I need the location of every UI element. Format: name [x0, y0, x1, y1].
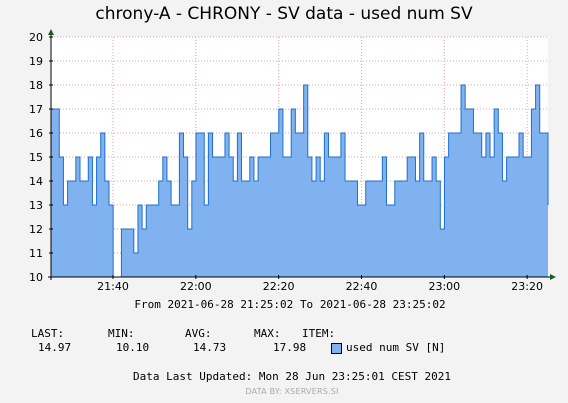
- chart-svg: 10 11 12 13 14 15 16 17 18 19 20 21:40 22:00 22:20 22…: [29, 29, 556, 293]
- last-label: LAST:: [31, 327, 65, 340]
- x-tick-label-4: 23:00: [428, 280, 460, 293]
- y-tick-label-18: 18: [29, 79, 43, 92]
- min-value: 10.10: [116, 341, 150, 354]
- x-tick-label-0: 21:40: [97, 280, 129, 293]
- last-value: 14.97: [38, 341, 72, 354]
- x-tick-labels: 21:40 22:00 22:20 22:40 23:00 23:20: [97, 280, 543, 293]
- min-label: MIN:: [108, 327, 135, 340]
- x-axis-arrow: [550, 274, 556, 280]
- item-label: ITEM:: [302, 327, 336, 340]
- updated-value: Mon 28 Jun 23:25:01 CEST 2021: [258, 370, 451, 383]
- time-range-from: 2021-06-28 21:25:02: [167, 298, 294, 311]
- avg-label: AVG:: [185, 327, 212, 340]
- legend-item-label: used num SV [N]: [346, 341, 446, 354]
- x-tick-label-3: 22:40: [346, 280, 378, 293]
- legend-swatch: [331, 343, 342, 354]
- axes: [48, 29, 556, 280]
- time-range-to: 2021-06-28 23:25:02: [319, 298, 446, 311]
- x-tick-label-2: 22:20: [263, 280, 295, 293]
- y-tick-label-10: 10: [29, 271, 43, 284]
- time-range: From 2021-06-28 21:25:02 To 2021-06-28 2…: [0, 298, 568, 311]
- updated-label: Data Last Updated:: [133, 370, 253, 383]
- y-axis-arrow: [48, 29, 54, 35]
- y-tick-label-12: 12: [29, 223, 43, 236]
- time-range-prefix: From: [134, 298, 161, 311]
- y-tick-label-16: 16: [29, 127, 43, 140]
- last-updated: Data Last Updated: Mon 28 Jun 23:25:01 C…: [0, 370, 568, 383]
- chart-title: chrony-A - CHRONY - SV data - used num S…: [95, 4, 473, 24]
- y-tick-label-13: 13: [29, 199, 43, 212]
- data-area: [51, 84, 549, 278]
- max-label: MAX:: [254, 327, 281, 340]
- x-tick-label-1: 22:00: [180, 280, 212, 293]
- data-credit: DATA BY: XSERVERS.SI: [245, 387, 339, 396]
- y-tick-label-20: 20: [29, 31, 43, 44]
- avg-value: 14.73: [193, 341, 227, 354]
- y-tick-label-19: 19: [29, 55, 43, 68]
- max-value: 17.98: [273, 341, 307, 354]
- time-range-to-word: To: [299, 298, 314, 311]
- y-tick-label-17: 17: [29, 103, 43, 116]
- y-tick-label-11: 11: [29, 247, 43, 260]
- x-tick-label-5: 23:20: [511, 280, 543, 293]
- y-tick-label-15: 15: [29, 151, 43, 164]
- y-tick-labels: 10 11 12 13 14 15 16 17 18 19 20: [29, 31, 43, 284]
- y-tick-label-14: 14: [29, 175, 43, 188]
- series-line: [51, 84, 549, 278]
